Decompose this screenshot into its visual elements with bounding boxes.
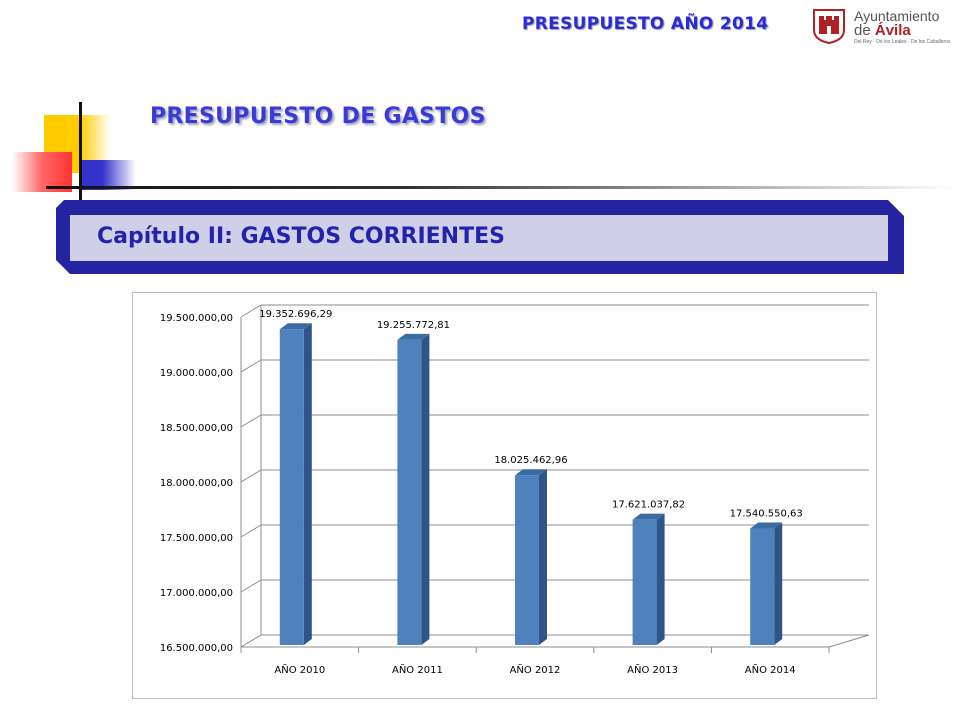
x-tick-label: AÑO 2010 xyxy=(274,663,325,676)
ayuntamiento-logo: Ayuntamiento de Ávila Del Rey · De los L… xyxy=(812,6,952,48)
x-tick-label: AÑO 2013 xyxy=(627,663,678,676)
side-gridline xyxy=(240,304,262,318)
side-gridline xyxy=(240,524,262,538)
decor-horizontal-line xyxy=(46,186,956,189)
data-label: 17.621.037,82 xyxy=(612,500,685,511)
bar xyxy=(515,475,539,645)
logo-text-line1: Ayuntamiento xyxy=(854,8,940,24)
y-tick-label: 17.000.000,00 xyxy=(160,588,233,599)
city-shield-icon xyxy=(813,9,845,44)
bar xyxy=(632,519,657,645)
bar-top xyxy=(279,323,312,330)
side-gridline xyxy=(240,579,262,593)
bar xyxy=(397,339,422,645)
bar-chart: 16.500.000,00 17.000.000,00 17.500.000,00 1… xyxy=(160,304,870,676)
side-gridline xyxy=(240,634,262,648)
decor-red-square xyxy=(12,152,72,192)
bar xyxy=(750,528,775,645)
bar-top xyxy=(632,513,665,520)
side-gridline xyxy=(240,359,262,373)
data-label: 17.540.550,63 xyxy=(730,509,803,520)
bar-top xyxy=(515,469,547,476)
chapter-label: Capítulo II: GASTOS CORRIENTES xyxy=(97,224,505,249)
x-tick-label: AÑO 2011 xyxy=(392,663,443,676)
bar-side xyxy=(774,522,783,645)
data-label: 19.352.696,29 xyxy=(259,309,332,320)
x-tick-label: AÑO 2012 xyxy=(510,663,561,676)
logo-prefix: de xyxy=(854,22,875,39)
logo-city: Ávila xyxy=(874,22,911,39)
bar xyxy=(279,329,304,645)
y-tick-label: 19.000.000,00 xyxy=(160,368,233,379)
y-tick-label: 18.000.000,00 xyxy=(160,478,233,489)
bar-side xyxy=(421,333,430,645)
bar-top xyxy=(750,522,783,529)
bar-side xyxy=(303,323,312,645)
x-tick-label: AÑO 2014 xyxy=(745,663,796,676)
y-tick-label: 17.500.000,00 xyxy=(160,533,233,544)
y-tick-label: 18.500.000,00 xyxy=(160,423,233,434)
y-tick-label: 19.500.000,00 xyxy=(160,313,233,324)
y-tick-label: 16.500.000,00 xyxy=(160,643,233,654)
decor-vertical-line xyxy=(79,102,82,200)
chart-frame: 16.500.000,00 17.000.000,00 17.500.000,00 1… xyxy=(132,292,877,699)
side-gridline xyxy=(240,469,262,483)
page-title: PRESUPUESTO DE GASTOS xyxy=(150,104,486,129)
logo-motto: Del Rey · De los Leales · De los Caballe… xyxy=(854,39,951,45)
side-gridline xyxy=(240,414,262,428)
logo-text-line2: de Ávila xyxy=(854,22,911,39)
data-label: 18.025.462,96 xyxy=(494,455,567,466)
floor-edge xyxy=(828,634,870,648)
chapter-banner xyxy=(56,200,904,274)
decor-blue-square xyxy=(80,160,136,190)
bar-top xyxy=(397,333,430,340)
budget-year-title: PRESUPUESTO AÑO 2014 xyxy=(522,14,769,34)
bar-side xyxy=(656,513,665,645)
bar-side xyxy=(539,469,547,645)
data-label: 19.255.772,81 xyxy=(377,320,450,331)
